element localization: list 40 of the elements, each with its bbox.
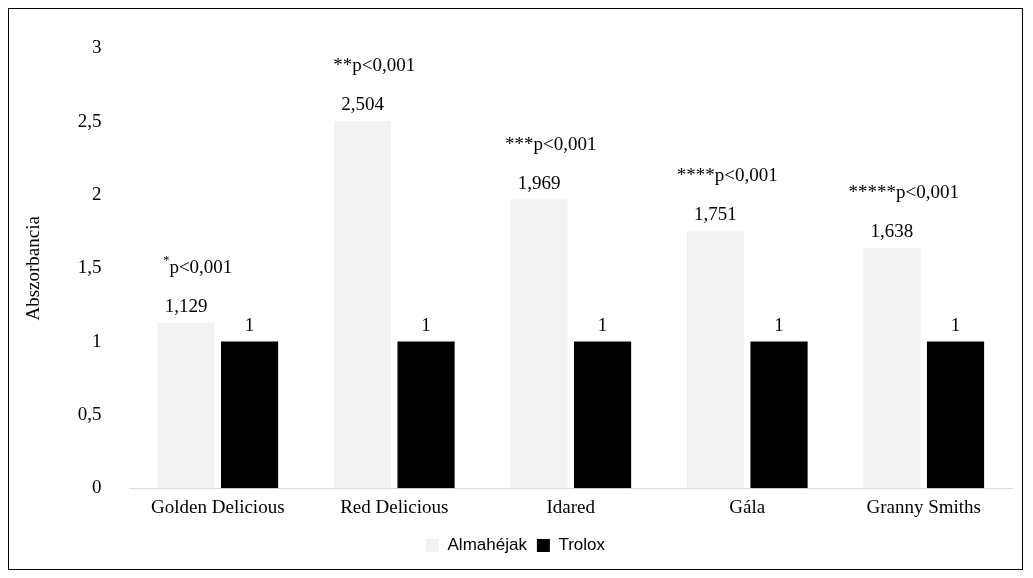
legend-label: Trolox [558,535,606,555]
x-tick-label: Granny Smiths [866,495,982,517]
y-tick-label: 2 [92,182,102,204]
bar [510,199,568,489]
data-label: 1,638 [870,220,914,242]
data-label: 1 [597,313,608,335]
bar [333,121,392,489]
bar [573,341,632,489]
y-tick-label: 2,5 [77,109,102,131]
bar [750,341,808,489]
x-tick-label: Idared [546,495,596,517]
annotation: *****p<0,001 [848,181,959,203]
bar [686,231,745,489]
x-tick-label: Golden Delicious [151,495,285,517]
data-label: 1 [950,313,961,335]
data-label: 1 [244,313,255,335]
data-label: 1 [774,313,784,335]
annotation: *p<0,001 [163,253,233,277]
y-tick-label: 0,5 [77,402,102,424]
annotation: **p<0,001 [333,54,416,76]
annotation: ***p<0,001 [505,132,597,154]
x-tick-label: Red Delicious [340,495,449,517]
data-label: 1 [421,313,431,335]
bar [926,341,985,489]
y-tick-label: 3 [92,36,102,58]
y-tick-label: 1,5 [77,256,102,278]
data-label: 1,969 [517,171,561,193]
annotation: ****p<0,001 [676,164,778,186]
data-label: 2,504 [341,93,385,115]
y-tick-label: 0 [92,476,102,498]
y-tick-label: 1 [92,329,102,351]
bar [397,341,455,489]
x-tick-label: Gála [729,495,766,517]
bar [220,341,279,489]
data-label: 1,129 [164,294,208,316]
legend-label: Almahéjak [447,535,528,555]
data-label: 1,751 [694,203,737,225]
bar [157,322,215,489]
y-axis-title: Abszorbancia [22,215,44,321]
bar [863,248,921,489]
